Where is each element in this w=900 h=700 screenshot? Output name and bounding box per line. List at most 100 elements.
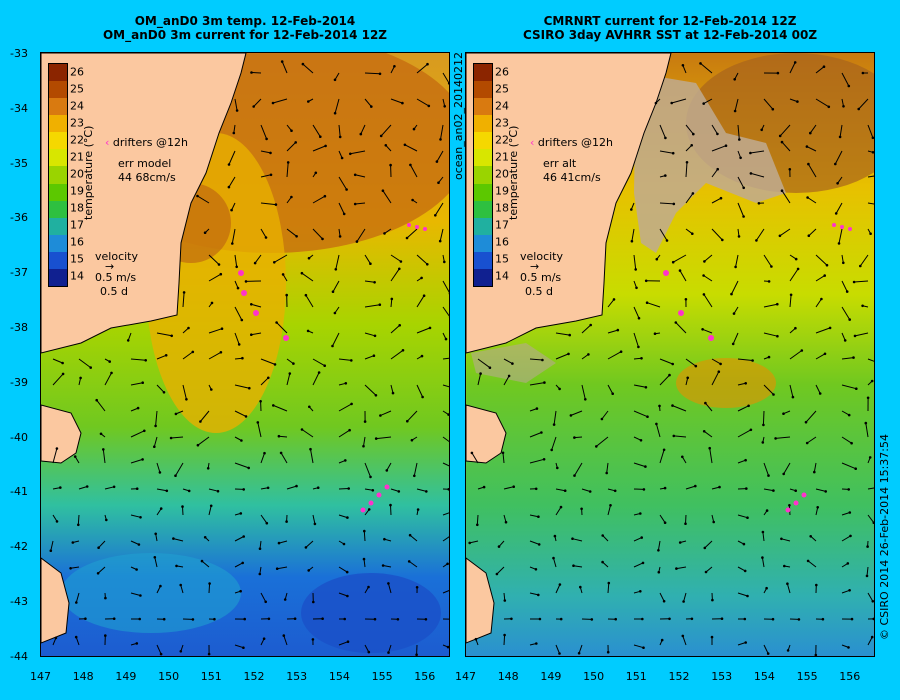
left-drifters: [238, 223, 427, 513]
current-arrow-head: [640, 536, 643, 539]
current-arrow-head: [273, 261, 276, 264]
current-arrow-head: [248, 386, 251, 390]
current-arrow: [231, 228, 236, 244]
current-arrow-head: [640, 357, 643, 360]
current-arrow: [529, 458, 545, 464]
current-arrow: [382, 190, 392, 204]
colorbar-swatch: [49, 115, 67, 133]
current-arrow: [104, 372, 112, 386]
current-arrow-head: [244, 280, 248, 283]
current-arrow: [685, 358, 697, 367]
colorbar-tick-label: 19: [495, 184, 509, 198]
current-arrow: [737, 176, 745, 189]
current-arrow: [155, 410, 158, 426]
current-arrow: [442, 512, 449, 516]
current-arrow: [750, 150, 765, 154]
colorbar-swatch: [49, 98, 67, 116]
current-arrow: [607, 384, 614, 394]
current-arrow-head: [447, 413, 449, 416]
current-arrow: [574, 462, 583, 476]
longitude-tick-label: 147: [30, 670, 51, 683]
current-arrow: [175, 462, 184, 476]
current-arrow-head: [164, 354, 168, 357]
current-arrow: [390, 98, 403, 104]
current-arrow: [406, 410, 418, 422]
left-drifters-legend: ‹ drifters @12h: [105, 136, 188, 150]
current-arrow-head: [745, 487, 748, 490]
current-arrow-head: [345, 570, 349, 574]
colorbar-swatch: [49, 132, 67, 150]
current-arrow-head: [227, 163, 231, 166]
current-arrow-head: [865, 574, 869, 578]
current-arrow: [254, 254, 262, 264]
current-arrow: [338, 488, 349, 490]
current-arrow: [338, 202, 345, 215]
current-arrow-head: [292, 362, 295, 365]
current-arrow: [338, 592, 348, 597]
current-arrow: [555, 353, 569, 360]
current-arrow-head: [836, 182, 839, 185]
current-arrow: [338, 403, 352, 412]
current-arrow: [841, 436, 852, 444]
current-arrow-head: [804, 420, 808, 424]
current-arrow: [865, 423, 869, 438]
current-arrow: [436, 150, 444, 162]
current-arrow-head: [541, 358, 544, 362]
longitude-tick-label: 148: [497, 670, 519, 683]
current-arrow: [685, 193, 694, 204]
current-arrow: [338, 358, 352, 361]
right-drifters-legend: ‹ drifters @12h: [530, 136, 613, 150]
current-arrow-head: [333, 111, 337, 115]
current-arrow: [529, 432, 542, 438]
current-arrow-head: [824, 490, 827, 493]
current-arrow-head: [174, 412, 178, 416]
current-arrow: [672, 254, 687, 263]
current-arrow-head: [49, 549, 53, 552]
current-arrow: [228, 176, 236, 188]
current-arrow-head: [373, 334, 377, 338]
current-arrow: [390, 488, 399, 492]
current-arrow: [572, 538, 583, 542]
current-arrow: [631, 228, 635, 242]
current-arrow-head: [267, 617, 271, 621]
current-arrow: [737, 405, 749, 412]
current-arrow-head: [871, 151, 874, 154]
left-cool-patch: [61, 553, 241, 633]
colorbar-swatch: [49, 251, 67, 270]
current-arrow-head: [411, 198, 414, 202]
current-arrow: [633, 332, 639, 348]
current-arrow-head: [285, 520, 288, 523]
current-arrow: [332, 332, 340, 347]
current-arrow-head: [446, 562, 449, 566]
current-arrow: [807, 197, 817, 204]
current-arrow-head: [391, 391, 395, 395]
current-arrow-head: [104, 634, 107, 637]
current-arrow: [442, 72, 449, 84]
current-arrow-head: [857, 107, 860, 111]
current-arrow-head: [381, 189, 385, 192]
current-arrow-head: [641, 561, 645, 565]
current-arrow-head: [415, 586, 419, 589]
current-arrow-head: [767, 355, 771, 359]
current-arrow-head: [685, 161, 689, 164]
current-arrow: [750, 172, 765, 178]
right-title-line1: CMRNRT current for 12-Feb-2014 12Z: [543, 14, 797, 28]
colorbar-swatch: [474, 268, 492, 287]
current-arrow: [364, 644, 370, 653]
current-arrow-head: [207, 652, 211, 656]
current-arrow-head: [850, 617, 854, 621]
right-err-value: 46 41cm/s: [543, 171, 601, 184]
current-arrow: [442, 280, 449, 293]
current-arrow-head: [721, 238, 724, 242]
current-arrow-head: [240, 318, 244, 322]
right-velocity-scale: 0.5 m/s: [520, 271, 562, 284]
current-arrow: [815, 327, 831, 334]
current-arrow-head: [534, 487, 538, 491]
current-arrow-head: [613, 489, 617, 493]
current-arrow: [384, 228, 392, 234]
current-arrow: [646, 302, 661, 308]
current-arrow: [761, 557, 765, 568]
current-arrow: [675, 322, 687, 334]
current-arrow-head: [822, 65, 826, 68]
current-arrow-head: [367, 585, 370, 589]
